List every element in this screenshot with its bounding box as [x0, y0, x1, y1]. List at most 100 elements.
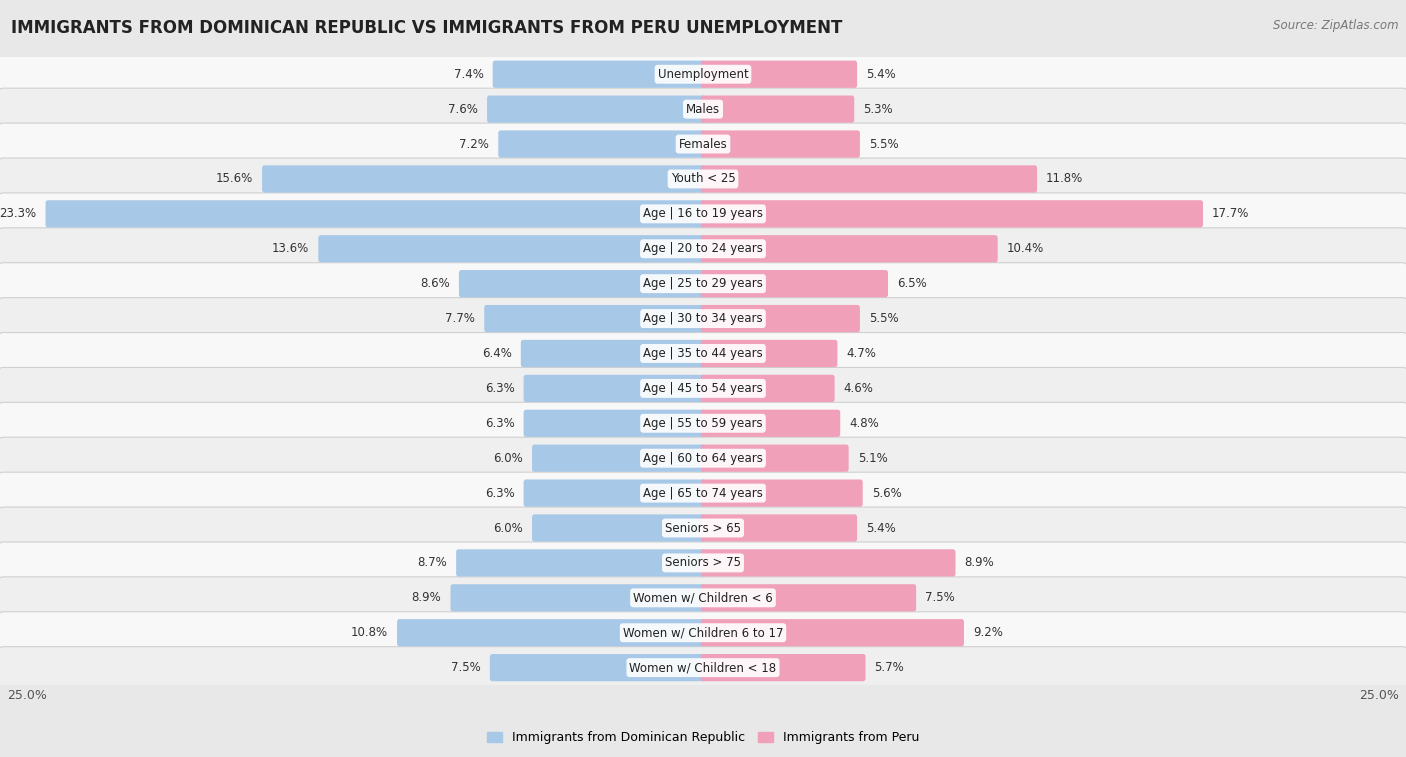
Text: Source: ZipAtlas.com: Source: ZipAtlas.com [1274, 19, 1399, 32]
FancyBboxPatch shape [0, 332, 1406, 375]
Text: Unemployment: Unemployment [658, 67, 748, 81]
Text: 10.8%: 10.8% [352, 626, 388, 639]
Text: 6.0%: 6.0% [494, 522, 523, 534]
FancyBboxPatch shape [0, 367, 1406, 410]
FancyBboxPatch shape [700, 410, 841, 437]
FancyBboxPatch shape [396, 619, 706, 646]
Text: 6.4%: 6.4% [482, 347, 512, 360]
Text: 11.8%: 11.8% [1046, 173, 1083, 185]
Text: 7.4%: 7.4% [454, 67, 484, 81]
Text: 25.0%: 25.0% [7, 689, 46, 702]
Text: 4.8%: 4.8% [849, 417, 879, 430]
Text: Age | 35 to 44 years: Age | 35 to 44 years [643, 347, 763, 360]
Text: 5.6%: 5.6% [872, 487, 901, 500]
FancyBboxPatch shape [700, 375, 835, 402]
FancyBboxPatch shape [700, 270, 889, 298]
Text: 15.6%: 15.6% [217, 173, 253, 185]
FancyBboxPatch shape [0, 123, 1406, 165]
Text: 5.7%: 5.7% [875, 661, 904, 674]
Text: 7.5%: 7.5% [451, 661, 481, 674]
Text: Age | 16 to 19 years: Age | 16 to 19 years [643, 207, 763, 220]
Text: 5.4%: 5.4% [866, 522, 896, 534]
FancyBboxPatch shape [0, 158, 1406, 200]
FancyBboxPatch shape [456, 550, 706, 577]
Text: 8.9%: 8.9% [412, 591, 441, 604]
FancyBboxPatch shape [523, 410, 706, 437]
FancyBboxPatch shape [458, 270, 706, 298]
Text: Age | 25 to 29 years: Age | 25 to 29 years [643, 277, 763, 290]
FancyBboxPatch shape [700, 515, 858, 541]
FancyBboxPatch shape [0, 53, 1406, 95]
FancyBboxPatch shape [700, 550, 956, 577]
Text: 25.0%: 25.0% [1360, 689, 1399, 702]
Text: 10.4%: 10.4% [1007, 242, 1043, 255]
FancyBboxPatch shape [700, 479, 863, 506]
FancyBboxPatch shape [700, 619, 965, 646]
FancyBboxPatch shape [700, 584, 917, 612]
Text: Age | 45 to 54 years: Age | 45 to 54 years [643, 382, 763, 395]
FancyBboxPatch shape [520, 340, 706, 367]
FancyBboxPatch shape [0, 193, 1406, 235]
FancyBboxPatch shape [700, 654, 866, 681]
Text: 5.5%: 5.5% [869, 138, 898, 151]
Text: 7.7%: 7.7% [446, 312, 475, 325]
FancyBboxPatch shape [0, 612, 1406, 653]
FancyBboxPatch shape [700, 130, 860, 157]
FancyBboxPatch shape [0, 89, 1406, 130]
FancyBboxPatch shape [0, 438, 1406, 479]
FancyBboxPatch shape [0, 228, 1406, 269]
Legend: Immigrants from Dominican Republic, Immigrants from Peru: Immigrants from Dominican Republic, Immi… [486, 731, 920, 744]
Text: 8.9%: 8.9% [965, 556, 994, 569]
Text: Youth < 25: Youth < 25 [671, 173, 735, 185]
FancyBboxPatch shape [700, 95, 855, 123]
Text: Age | 20 to 24 years: Age | 20 to 24 years [643, 242, 763, 255]
Text: 9.2%: 9.2% [973, 626, 1002, 639]
Text: Seniors > 75: Seniors > 75 [665, 556, 741, 569]
FancyBboxPatch shape [450, 584, 706, 612]
FancyBboxPatch shape [45, 201, 706, 227]
Text: 23.3%: 23.3% [0, 207, 37, 220]
FancyBboxPatch shape [523, 375, 706, 402]
FancyBboxPatch shape [489, 654, 706, 681]
Text: 6.3%: 6.3% [485, 487, 515, 500]
Text: 17.7%: 17.7% [1212, 207, 1250, 220]
FancyBboxPatch shape [0, 542, 1406, 584]
Text: Seniors > 65: Seniors > 65 [665, 522, 741, 534]
FancyBboxPatch shape [492, 61, 706, 88]
Text: 5.3%: 5.3% [863, 103, 893, 116]
FancyBboxPatch shape [531, 515, 706, 541]
Text: 6.0%: 6.0% [494, 452, 523, 465]
FancyBboxPatch shape [0, 403, 1406, 444]
FancyBboxPatch shape [0, 263, 1406, 304]
Text: 7.6%: 7.6% [449, 103, 478, 116]
FancyBboxPatch shape [0, 646, 1406, 689]
Text: Age | 55 to 59 years: Age | 55 to 59 years [643, 417, 763, 430]
FancyBboxPatch shape [0, 472, 1406, 514]
FancyBboxPatch shape [318, 235, 706, 263]
Text: 13.6%: 13.6% [273, 242, 309, 255]
Text: 5.5%: 5.5% [869, 312, 898, 325]
Text: Age | 30 to 34 years: Age | 30 to 34 years [643, 312, 763, 325]
Text: IMMIGRANTS FROM DOMINICAN REPUBLIC VS IMMIGRANTS FROM PERU UNEMPLOYMENT: IMMIGRANTS FROM DOMINICAN REPUBLIC VS IM… [11, 19, 842, 37]
FancyBboxPatch shape [498, 130, 706, 157]
Text: 4.7%: 4.7% [846, 347, 876, 360]
FancyBboxPatch shape [531, 444, 706, 472]
Text: 5.4%: 5.4% [866, 67, 896, 81]
Text: Women w/ Children < 18: Women w/ Children < 18 [630, 661, 776, 674]
Text: Age | 65 to 74 years: Age | 65 to 74 years [643, 487, 763, 500]
FancyBboxPatch shape [700, 305, 860, 332]
FancyBboxPatch shape [700, 340, 838, 367]
FancyBboxPatch shape [0, 507, 1406, 549]
Text: 8.7%: 8.7% [418, 556, 447, 569]
Text: 8.6%: 8.6% [420, 277, 450, 290]
Text: 6.3%: 6.3% [485, 382, 515, 395]
Text: 7.5%: 7.5% [925, 591, 955, 604]
FancyBboxPatch shape [700, 61, 858, 88]
FancyBboxPatch shape [700, 235, 998, 263]
Text: Males: Males [686, 103, 720, 116]
Text: 6.5%: 6.5% [897, 277, 927, 290]
FancyBboxPatch shape [523, 479, 706, 506]
Text: 6.3%: 6.3% [485, 417, 515, 430]
Text: 4.6%: 4.6% [844, 382, 873, 395]
Text: Women w/ Children < 6: Women w/ Children < 6 [633, 591, 773, 604]
